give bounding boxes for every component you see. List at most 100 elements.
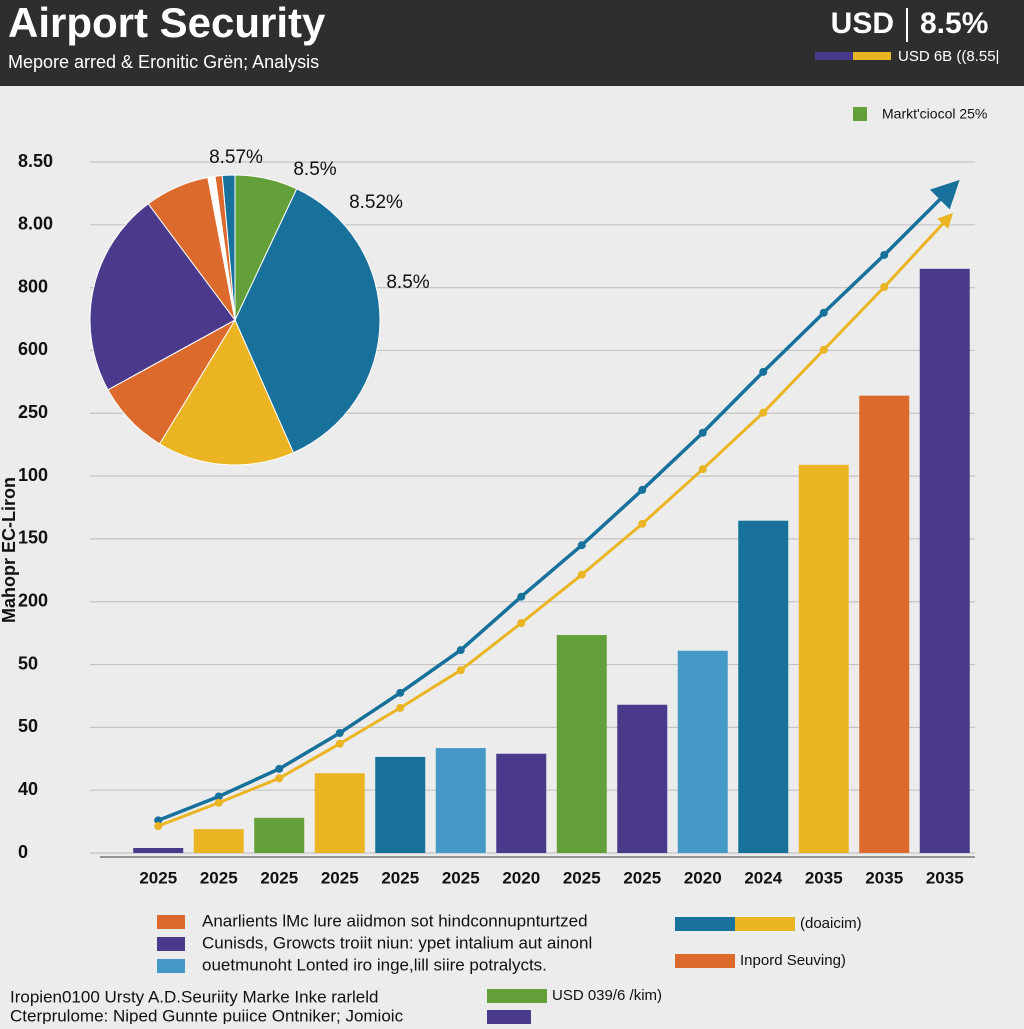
bar — [133, 847, 184, 853]
x-tick-label: 2025 — [321, 868, 359, 887]
legend-swatch — [157, 937, 185, 951]
x-tick-label: 2035 — [865, 868, 903, 887]
line-point — [154, 821, 163, 830]
line-point — [940, 217, 949, 226]
legend-swatch — [853, 107, 867, 121]
pie-slice — [158, 318, 295, 466]
legend-label: ouetmunoht Lonted iro inge,lill siire po… — [202, 955, 547, 974]
line-point — [396, 703, 405, 712]
legend-label: Markt'ciocol 25% — [882, 106, 987, 122]
line-point — [577, 570, 586, 579]
line-point — [638, 485, 647, 494]
x-tick-label: 2025 — [200, 868, 238, 887]
line-point — [214, 792, 223, 801]
legend-swatch — [157, 959, 185, 973]
line-point — [214, 798, 223, 807]
line-point — [154, 816, 163, 825]
line-point — [275, 764, 284, 773]
line-point — [759, 408, 768, 417]
bar — [798, 464, 849, 853]
bar — [496, 753, 547, 853]
pie-annotation: 8.52% — [349, 192, 403, 213]
bar — [677, 650, 728, 853]
legend-label: Anarlients lMc lure aiidmon sot hindconn… — [202, 911, 588, 930]
header-legend: USD 6B ((8.55| — [898, 48, 999, 65]
y-tick-label: 8.00 — [18, 214, 53, 234]
bar — [314, 773, 365, 853]
line-point — [880, 250, 889, 259]
bar — [556, 635, 607, 853]
y-tick-label: 40 — [18, 779, 38, 799]
footer-text: Cterprulome: Niped Gunnte puiice Ontnike… — [10, 1006, 404, 1024]
line-point — [335, 739, 344, 748]
line-point — [517, 619, 526, 628]
legend-label: USD 039/6 /kim) — [552, 987, 662, 1004]
pie-slice — [221, 174, 236, 321]
x-tick-label: 2025 — [563, 868, 601, 887]
bar — [254, 817, 305, 853]
line-point — [698, 465, 707, 474]
swatch — [853, 52, 891, 60]
line-point — [698, 428, 707, 437]
x-tick-label: 2035 — [926, 868, 964, 887]
trend-line — [157, 212, 953, 828]
footer-text: Iropien0100 Ursty A.D.Seuriity Marke Ink… — [10, 987, 379, 1006]
y-tick-label: 0 — [18, 842, 28, 862]
y-tick-label: 100 — [18, 465, 48, 485]
line-point — [456, 646, 465, 655]
legend-label: (doaicim) — [800, 915, 862, 932]
title: Airport Security — [8, 0, 326, 46]
legend-swatch — [157, 915, 185, 929]
legend-swatch — [487, 1010, 531, 1024]
line-point — [759, 367, 768, 376]
legend-swatch — [487, 989, 547, 1003]
x-tick-label: 2020 — [502, 868, 540, 887]
line-point — [335, 729, 344, 738]
line-point — [275, 774, 284, 783]
x-tick-label: 2025 — [442, 868, 480, 887]
legend-swatch — [735, 917, 795, 931]
subtitle: Mepore arred & Eronitic Grën; Analysis — [8, 52, 319, 72]
x-tick-label: 2020 — [684, 868, 722, 887]
y-tick-label: 50 — [18, 653, 38, 673]
header-bar — [0, 0, 1024, 86]
x-tick-label: 2035 — [805, 868, 843, 887]
y-tick-label: 200 — [18, 590, 48, 610]
y-tick-label: 50 — [18, 716, 38, 736]
legend-label: Inpord Seuving) — [740, 952, 846, 969]
x-tick-label: 2025 — [139, 868, 177, 887]
line-point — [456, 666, 465, 675]
y-tick-label: 250 — [18, 402, 48, 422]
bar — [738, 520, 789, 853]
bar — [375, 756, 426, 853]
bar — [859, 395, 910, 853]
line-point — [638, 519, 647, 528]
pie-slice — [89, 203, 236, 391]
bar — [435, 748, 486, 853]
swatch — [815, 52, 853, 60]
currency: USD — [831, 7, 894, 40]
legend-swatch — [675, 917, 735, 931]
line-point — [940, 190, 949, 199]
legend-label: Cunisds, Growcts troiit niun: ypet intal… — [202, 933, 592, 952]
x-tick-label: 2025 — [260, 868, 298, 887]
pie-annotation: 8.5% — [293, 159, 336, 180]
rate: 8.5% — [920, 7, 988, 40]
line-point — [819, 345, 828, 354]
x-tick-label: 2024 — [744, 868, 782, 887]
legend-swatch — [675, 954, 735, 968]
bar — [919, 268, 970, 854]
y-tick-label: 8.50 — [18, 151, 53, 171]
line-point — [819, 308, 828, 317]
line-point — [396, 688, 405, 697]
line-point — [517, 592, 526, 601]
bar — [193, 829, 244, 853]
pie-slice — [234, 188, 381, 454]
x-tick-label: 2025 — [381, 868, 419, 887]
line-point — [880, 283, 889, 292]
x-tick-label: 2025 — [623, 868, 661, 887]
trend-line — [157, 179, 960, 822]
y-tick-label: 800 — [18, 276, 48, 296]
y-axis-label: Mahopr EC-Liron — [0, 477, 19, 623]
